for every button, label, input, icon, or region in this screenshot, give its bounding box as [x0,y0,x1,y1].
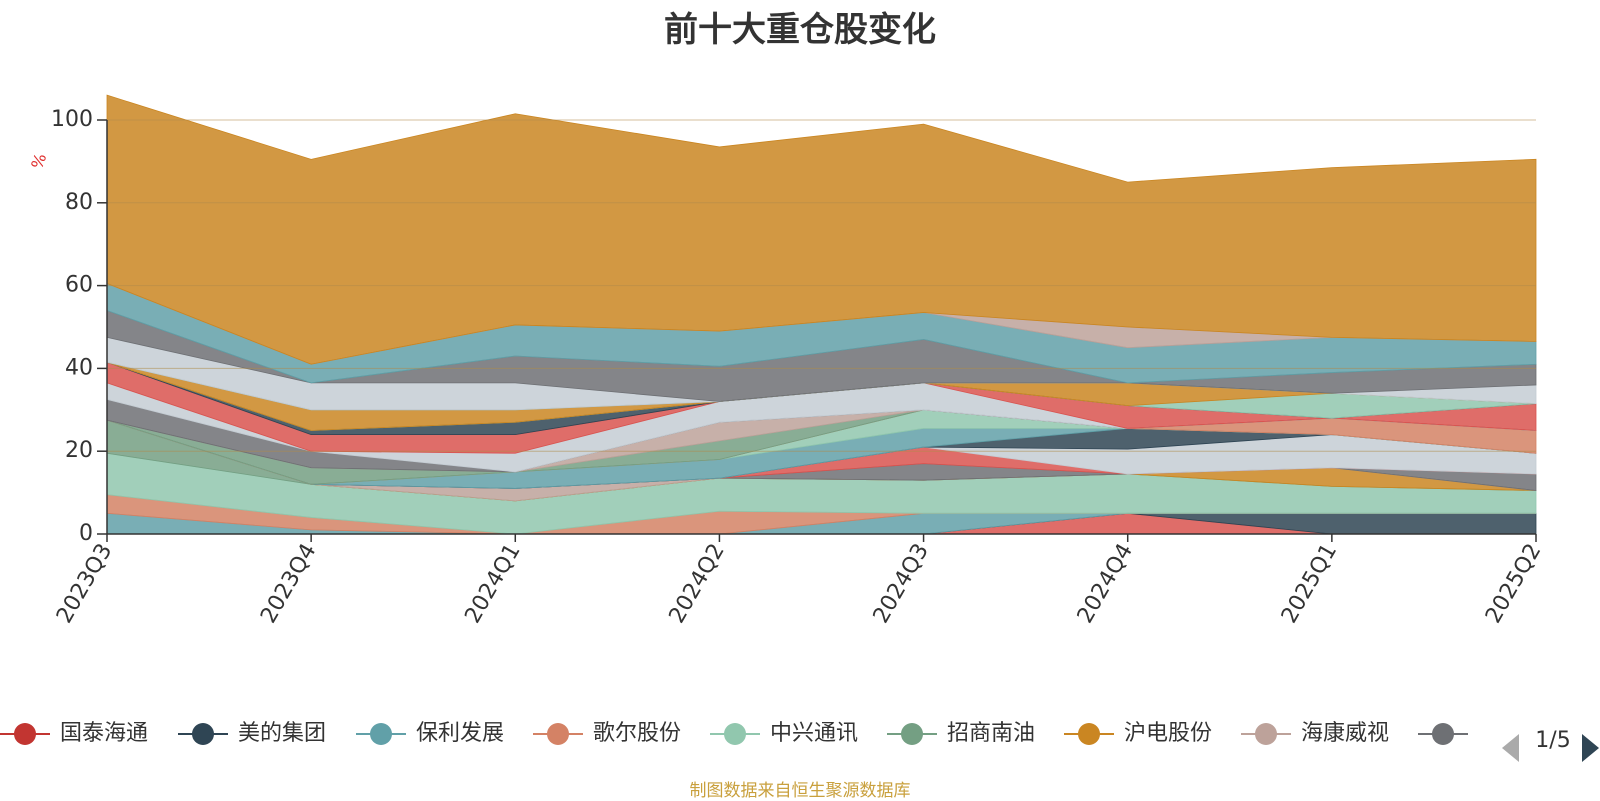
legend-marker [547,723,569,745]
x-tick-label: 2025Q2 [1481,540,1546,628]
axes [106,120,1536,535]
plot-areas [106,94,1537,535]
legend-marker [1255,723,1277,745]
legend-item[interactable]: 国泰海通 [0,721,148,746]
legend-label: 沪电股份 [1124,721,1212,746]
x-tick-label: 2025Q1 [1277,540,1342,628]
legend-marker [901,723,923,745]
legend[interactable]: 国泰海通 美的集团 保利发展 歌尔股份 中兴通讯 招商南油 沪电股份 海康威视 [0,721,1468,746]
legend-page-indicator: 1/5 [1535,728,1570,753]
legend-label: 保利发展 [416,721,504,746]
legend-label: 招商南油 [947,721,1035,746]
legend-label: 海康威视 [1301,721,1389,746]
x-ticks: 2023Q3 2023Q4 2024Q1 2024Q2 2024Q3 2024Q4 2025… [52,534,1546,628]
legend-label: 中兴通讯 [770,721,858,746]
y-tick-label: 0 [79,521,93,546]
y-tick-label: 100 [51,107,93,132]
y-tick-label: 60 [65,273,93,298]
legend-marker [1078,723,1100,745]
legend-item[interactable]: 沪电股份 [1064,721,1212,746]
legend-item[interactable]: 招商南油 [887,721,1035,746]
x-tick-label: 2024Q3 [869,540,934,628]
x-tick-label: 2023Q3 [52,540,117,628]
grid-lines [107,119,1536,452]
legend-prev-icon[interactable] [1502,734,1519,762]
legend-marker [370,723,392,745]
legend-item[interactable]: 保利发展 [356,721,504,746]
legend-label: 歌尔股份 [593,721,681,746]
legend-item[interactable]: 海康威视 [1241,721,1389,746]
legend-item[interactable]: 歌尔股份 [533,721,681,746]
chart-title: 前十大重仓股变化 [664,10,936,50]
legend-item[interactable]: 美的集团 [178,721,326,746]
legend-pager: 1/5 [1502,728,1599,762]
y-axis-unit-label: % [27,151,50,172]
x-tick-label: 2024Q4 [1073,540,1138,628]
x-tick-label: 2023Q4 [256,540,321,628]
legend-item[interactable]: 中兴通讯 [710,721,858,746]
legend-item[interactable] [1418,723,1468,745]
x-tick-label: 2024Q1 [460,540,525,628]
legend-marker [14,723,36,745]
legend-next-icon[interactable] [1582,734,1599,762]
y-ticks: 0 20 40 60 80 100 [51,107,107,546]
legend-label: 美的集团 [238,721,326,746]
y-tick-label: 40 [65,355,93,380]
legend-marker [192,723,214,745]
legend-marker [1432,723,1454,745]
y-tick-label: 80 [65,190,93,215]
legend-marker [724,723,746,745]
legend-label: 国泰海通 [60,721,148,746]
y-tick-label: 20 [65,438,93,463]
area-series-28 [106,94,1537,365]
x-tick-label: 2024Q2 [665,540,730,628]
source-note: 制图数据来自恒生聚源数据库 [689,781,911,801]
